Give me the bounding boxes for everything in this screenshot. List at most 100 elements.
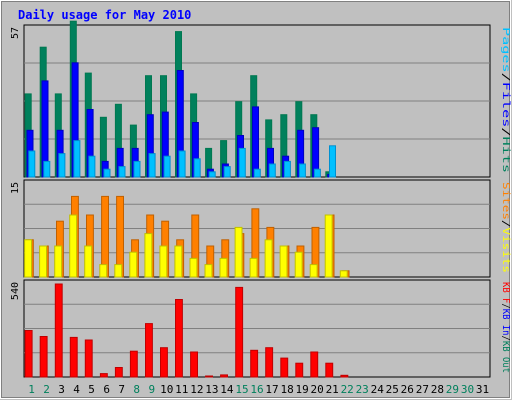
- bar-visits-day-11: [174, 245, 183, 278]
- y-max-label: 15: [10, 182, 21, 194]
- bar-kb-f-day-22: [340, 374, 349, 378]
- bar-kb-f-day-9: [145, 323, 153, 378]
- x-tick-label: 4: [73, 383, 80, 396]
- bar-pages-day-13: [208, 171, 216, 178]
- bar-visits-day-12: [189, 257, 198, 278]
- bar-kb-f-day-13: [205, 375, 214, 378]
- x-tick-label: 20: [310, 383, 323, 396]
- bar-visits-day-15: [234, 226, 243, 278]
- x-tick-label: 29: [446, 383, 459, 396]
- bar-pages-day-18: [283, 160, 291, 178]
- legend-item: Pages: [500, 27, 511, 73]
- legend-item: Sites: [500, 182, 511, 220]
- bar-pages-day-17: [268, 163, 276, 178]
- x-tick-label: 27: [416, 383, 429, 396]
- x-tick-label: 10: [160, 383, 173, 396]
- legend-item: /: [500, 127, 511, 136]
- chart-panel-2: 15 Sites/Visits: [10, 179, 511, 278]
- bar-pages-day-20: [313, 168, 321, 178]
- chart-panel-1: 57 Pages/Files/Hits: [10, 20, 511, 178]
- bar-kb-f-day-5: [84, 339, 93, 378]
- bar-kb-f-day-18: [280, 357, 289, 378]
- x-tick-label: 21: [326, 383, 339, 396]
- bar-visits-day-1: [24, 239, 33, 278]
- x-tick-label: 11: [175, 383, 188, 396]
- legend-item: Files: [500, 82, 511, 128]
- x-tick-label: 30: [461, 383, 474, 396]
- x-tick-label: 16: [250, 383, 263, 396]
- bar-visits-day-6: [99, 264, 108, 278]
- bar-kb-f-day-17: [265, 347, 274, 378]
- x-tick-label: 7: [118, 383, 125, 396]
- x-tick-label: 15: [235, 383, 248, 396]
- bar-pages-day-2: [43, 160, 51, 178]
- x-tick-label: 19: [295, 383, 308, 396]
- bar-visits-day-5: [84, 245, 93, 278]
- bar-kb-f-day-14: [220, 374, 229, 378]
- legend-item: KB In: [500, 309, 511, 336]
- bar-visits-day-9: [144, 233, 153, 278]
- x-tick-label: 9: [148, 383, 155, 396]
- bar-kb-f-day-11: [175, 299, 183, 378]
- bar-visits-day-4: [69, 214, 78, 278]
- bar-pages-day-14: [223, 166, 231, 178]
- bar-visits-day-17: [264, 239, 273, 278]
- legend-item: /: [500, 303, 511, 308]
- x-tick-label: 1: [28, 383, 35, 396]
- x-tick-label: 23: [356, 383, 369, 396]
- bar-visits-day-18: [279, 245, 288, 278]
- y-max-label: 540: [10, 282, 21, 300]
- bar-pages-day-1: [28, 150, 36, 178]
- bar-kb-f-day-21: [325, 362, 334, 378]
- legend-item: Hits: [500, 137, 511, 174]
- bar-files-day-16: [252, 106, 259, 178]
- bar-pages-day-6: [103, 168, 111, 178]
- bar-pages-day-12: [193, 158, 201, 178]
- legend-item: KB F: [500, 282, 511, 303]
- bar-pages-day-21: [329, 145, 336, 178]
- bar-visits-day-2: [39, 245, 47, 278]
- bar-visits-day-22: [339, 270, 348, 278]
- bar-kb-f-day-20: [310, 351, 319, 378]
- legend-item: Visits: [500, 228, 511, 273]
- bar-pages-day-15: [238, 147, 246, 178]
- bar-kb-f-day-7: [114, 367, 123, 378]
- chart-panel-3: 540 KB F/KB In/KB Out: [10, 279, 511, 378]
- bar-pages-day-19: [298, 163, 306, 178]
- x-tick-label: 28: [431, 383, 444, 396]
- x-tick-label: 2: [43, 383, 50, 396]
- bar-pages-day-10: [163, 155, 171, 178]
- bar-visits-day-3: [54, 245, 63, 278]
- bar-visits-day-16: [249, 257, 258, 278]
- bar-kb-f-day-19: [295, 362, 304, 378]
- bar-pages-day-9: [148, 153, 156, 178]
- x-tick-label: 3: [58, 383, 65, 396]
- bar-pages-day-3: [58, 153, 66, 178]
- x-tick-label: 26: [401, 383, 414, 396]
- bar-visits-day-10: [159, 245, 168, 278]
- x-tick-label: 13: [205, 383, 218, 396]
- bar-kb-f-day-4: [69, 336, 78, 378]
- bar-kb-f-day-1: [24, 330, 33, 378]
- x-tick-label: 5: [88, 383, 95, 396]
- bar-visits-day-13: [204, 264, 213, 278]
- legend-item: /: [500, 336, 511, 341]
- bar-pages-day-5: [88, 155, 96, 178]
- bar-kb-f-day-3: [54, 283, 63, 378]
- x-tick-label: 31: [476, 383, 489, 396]
- bar-pages-day-11: [178, 150, 186, 178]
- bar-kb-f-day-2: [39, 336, 48, 378]
- x-tick-label: 24: [371, 383, 385, 396]
- bar-visits-day-20: [309, 264, 318, 278]
- bar-kb-f-day-12: [190, 351, 199, 378]
- legend-item: KB Out: [500, 341, 511, 373]
- y-max-label: 57: [10, 27, 21, 39]
- bar-kb-f-day-6: [99, 373, 108, 378]
- bar-kb-f-day-8: [129, 350, 138, 378]
- bar-pages-day-7: [118, 166, 126, 178]
- panel-legend: Sites/Visits: [500, 182, 511, 273]
- x-tick-label: 18: [280, 383, 293, 396]
